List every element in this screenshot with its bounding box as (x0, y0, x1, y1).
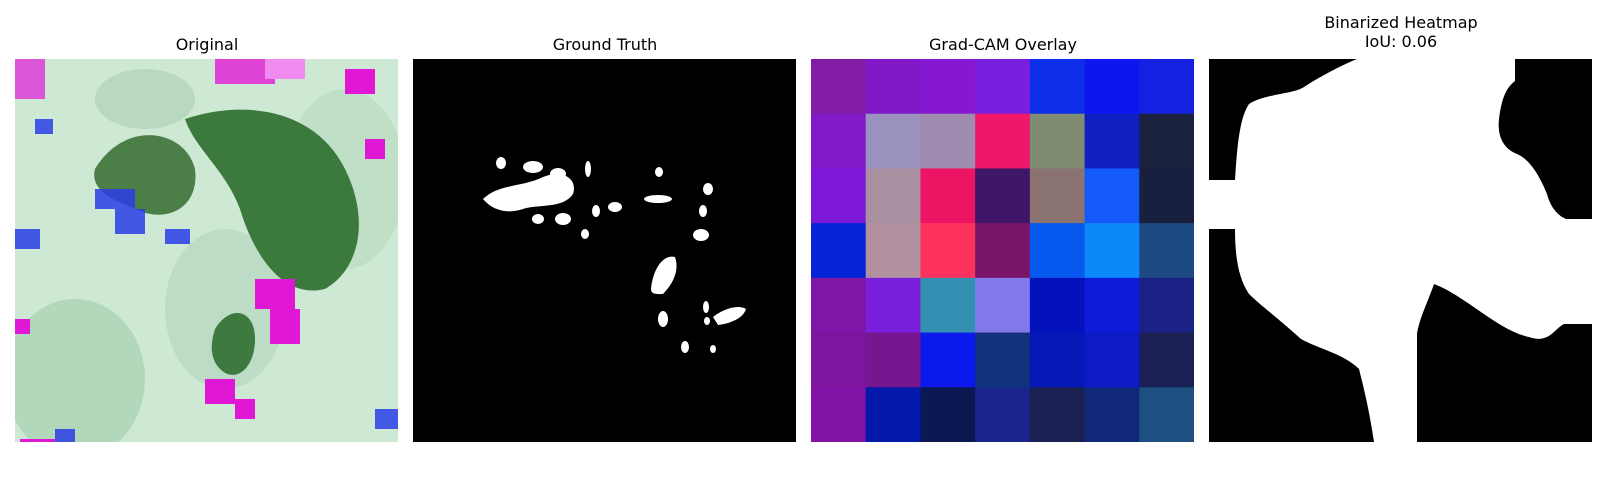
gradcam-cell (1029, 59, 1086, 115)
gradcam-cell (865, 332, 921, 388)
binarized-title-text: Binarized Heatmap (1324, 13, 1478, 32)
ground-truth-mask (413, 59, 796, 442)
gradcam-cell (1029, 277, 1086, 334)
gradcam-cell (865, 387, 921, 442)
original-leaf-picture (15, 59, 398, 442)
gradcam-cell (811, 113, 867, 169)
gradcam-cell (1139, 113, 1194, 169)
gradcam-cell (811, 59, 867, 115)
gradcam-cell (1029, 387, 1086, 442)
gradcam-cell (975, 387, 1031, 442)
gradcam-cell (1139, 223, 1194, 279)
binarized-heatmap (1209, 59, 1592, 442)
iou-score: IoU: 0.06 (1364, 32, 1438, 51)
gradcam-cell (1139, 59, 1194, 115)
gradcam-cell (865, 223, 921, 279)
gradcam-heatmap-grid (811, 59, 1194, 442)
gradcam-cell (975, 168, 1031, 224)
gradcam-cell (1139, 168, 1194, 224)
gradcam-cell (975, 332, 1031, 388)
gradcam-cell (920, 59, 976, 115)
gradcam-cell (975, 113, 1031, 169)
gradcam-cell (920, 113, 976, 169)
gradcam-cell (1029, 332, 1086, 388)
gradcam-cell (1029, 168, 1086, 224)
gradcam-cell (1139, 332, 1194, 388)
gradcam-cell (975, 59, 1031, 115)
gradcam-cell (1084, 113, 1140, 169)
gradcam-cell (920, 332, 976, 388)
original-title: Original (175, 35, 239, 54)
ground-truth-mask-picture (413, 59, 796, 442)
gradcam-cell (920, 168, 976, 224)
gradcam-cell (1139, 277, 1194, 334)
gradcam-cell (811, 223, 867, 279)
gradcam-cell (1139, 387, 1194, 442)
gradcam-cell (975, 223, 1031, 279)
gradcam-cell (811, 387, 867, 442)
gradcam-cell (1029, 113, 1086, 169)
gradcam-cell (1084, 59, 1140, 115)
gradcam-cell (920, 223, 976, 279)
gradcam-cell (1084, 168, 1140, 224)
gradcam-cell (811, 332, 867, 388)
gradcam-cell (865, 113, 921, 169)
binarized-heatmap-picture (1209, 59, 1592, 442)
gradcam-cell (811, 168, 867, 224)
original-image (15, 59, 398, 442)
gradcam-cell (1084, 387, 1140, 442)
gradcam-cell (865, 277, 921, 334)
gradcam-cell (920, 387, 976, 442)
ground-truth-title: Ground Truth (552, 35, 658, 54)
gradcam-cell (1029, 223, 1086, 279)
gradcam-cell (1084, 223, 1140, 279)
gradcam-cell (975, 277, 1031, 334)
gradcam-cell (811, 277, 867, 334)
binarized-title: Binarized Heatmap IoU: 0.06 (1209, 13, 1593, 51)
gradcam-cell (865, 59, 921, 115)
gradcam-cell (1084, 277, 1140, 334)
gradcam-overlay (811, 59, 1194, 442)
gradcam-title: Grad-CAM Overlay (929, 35, 1077, 54)
gradcam-cell (920, 277, 976, 334)
gradcam-cell (1084, 332, 1140, 388)
gradcam-cell (865, 168, 921, 224)
